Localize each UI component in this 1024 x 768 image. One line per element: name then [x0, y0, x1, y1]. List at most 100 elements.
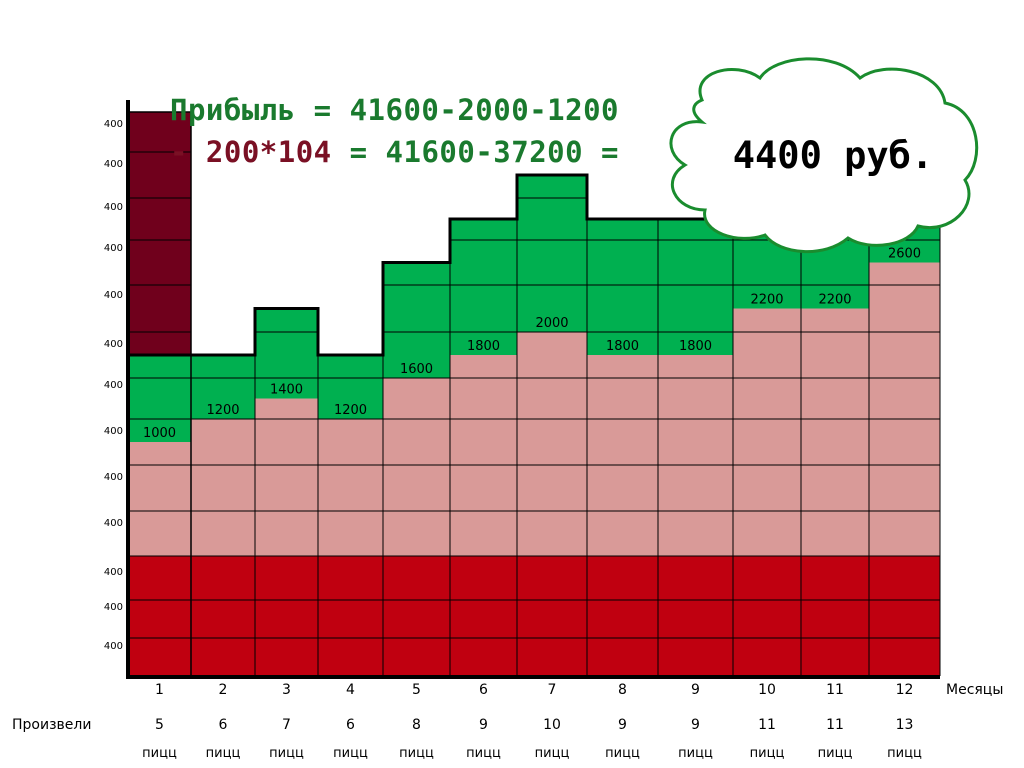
cloud-layer: 4400 руб. — [669, 57, 979, 254]
fixed-cost-bar — [318, 556, 383, 676]
pizza-count: 8 — [412, 717, 421, 733]
variable-cost-bar — [517, 332, 587, 556]
value-label: 1800 — [467, 339, 500, 354]
result-text: 4400 руб. — [733, 134, 933, 177]
profit-bar — [383, 262, 450, 378]
variable-cost-bar — [587, 355, 658, 556]
profit-bar — [658, 219, 733, 355]
variable-cost-bar — [318, 419, 383, 556]
formula-line-1-text: Прибыль = 41600-2000-1200 — [170, 93, 619, 127]
y-tick-label: 400 — [104, 380, 123, 391]
pizza-count: 5 — [155, 717, 164, 733]
profit-bar — [587, 219, 658, 355]
variable-cost-bar — [450, 355, 517, 556]
y-tick-label: 400 — [104, 339, 123, 350]
pizza-unit-label: пицц — [535, 746, 570, 761]
pizza-unit-label: пицц — [818, 746, 853, 761]
value-label: 1800 — [606, 339, 639, 354]
fixed-cost-bar — [658, 556, 733, 676]
pizza-unit-label: пицц — [206, 746, 241, 761]
x-tick-label: 4 — [346, 682, 355, 698]
value-label: 1200 — [206, 403, 239, 418]
pizza-unit-label: пицц — [678, 746, 713, 761]
fixed-cost-bar — [801, 556, 869, 676]
fixed-cost-bar — [450, 556, 517, 676]
variable-cost-bar — [128, 442, 191, 556]
variable-cost-bar — [191, 419, 255, 556]
pizza-count: 11 — [758, 717, 776, 733]
bars-layer — [128, 112, 940, 676]
x-tick-label: 6 — [479, 682, 488, 698]
pizza-unit-label: пицц — [750, 746, 785, 761]
variable-cost-bar — [869, 262, 940, 556]
fixed-cost-bar — [517, 556, 587, 676]
fixed-cost-bar — [255, 556, 318, 676]
profit-bar — [318, 355, 383, 419]
pizza-count: 10 — [543, 717, 561, 733]
formula-line-2-op: - 200*104 — [170, 135, 332, 169]
variable-cost-bar — [255, 398, 318, 556]
y-tick-label: 400 — [104, 518, 123, 529]
pizza-unit-label: пицц — [269, 746, 304, 761]
value-label: 1600 — [400, 362, 433, 377]
x-tick-label: 1 — [155, 682, 164, 698]
y-tick-label: 400 — [104, 567, 123, 578]
x-tick-label: 3 — [282, 682, 291, 698]
fixed-cost-bar — [191, 556, 255, 676]
value-label: 2000 — [535, 316, 568, 331]
pizza-count: 6 — [219, 717, 228, 733]
profit-bar — [128, 355, 191, 442]
x-tick-label: 2 — [219, 682, 228, 698]
value-label: 1800 — [679, 339, 712, 354]
profit-bar — [517, 175, 587, 332]
production-label: Произвели — [12, 717, 91, 733]
fixed-cost-bar — [383, 556, 450, 676]
x-tick-label: 12 — [896, 682, 914, 698]
pizza-unit-label: пицц — [333, 746, 368, 761]
x-tick-label: 11 — [826, 682, 844, 698]
y-tick-label: 400 — [104, 159, 123, 170]
x-tick-label: 10 — [758, 682, 776, 698]
variable-cost-bar — [801, 308, 869, 556]
y-tick-label: 400 — [104, 426, 123, 437]
pizza-count: 9 — [691, 717, 700, 733]
variable-cost-bar — [383, 378, 450, 556]
x-tick-label: 9 — [691, 682, 700, 698]
labels-layer: 1000 1200 1400 1200 1600 1800 2000 1800 1800 2200… — [143, 247, 921, 442]
fixed-cost-bar — [733, 556, 801, 676]
pizza-count: 11 — [826, 717, 844, 733]
fixed-cost-bar — [128, 556, 191, 676]
profit-bar — [191, 355, 255, 419]
formula-line-1: Прибыль = 41600-2000-1200 — [170, 93, 619, 127]
pizza-unit-label: пицц — [887, 746, 922, 761]
value-label: 2200 — [818, 293, 851, 308]
formula-line-2-eq: = 41600-37200 = — [331, 135, 619, 169]
x-axis-label: Месяцы — [946, 682, 1003, 698]
result-cloud — [669, 57, 979, 254]
pizza-unit-label: пицц — [142, 746, 177, 761]
pizza-count: 7 — [282, 717, 291, 733]
pizza-count: 9 — [479, 717, 488, 733]
value-label: 1000 — [143, 426, 176, 441]
pizza-count: 9 — [618, 717, 627, 733]
x-tick-label: 7 — [548, 682, 557, 698]
formula-line-2: - 200*104 = 41600-37200 = — [170, 135, 619, 169]
y-tick-label: 400 — [104, 641, 123, 652]
x-tick-label: 5 — [412, 682, 421, 698]
y-tick-label: 400 — [104, 472, 123, 483]
x-tick-label: 8 — [618, 682, 627, 698]
value-label: 1400 — [270, 383, 303, 398]
y-tick-label: 400 — [104, 290, 123, 301]
y-tick-label: 400 — [104, 243, 123, 254]
pizza-unit-label: пицц — [466, 746, 501, 761]
y-tick-label: 400 — [104, 202, 123, 213]
pizza-count: 13 — [896, 717, 914, 733]
y-tick-label: 400 — [104, 602, 123, 613]
fixed-cost-bar — [587, 556, 658, 676]
axis-layer: 400 400 400 400 400 400 400 400 400 400 400 400 400 1… — [12, 100, 1003, 761]
value-label: 1200 — [334, 403, 367, 418]
y-tick-label: 400 — [104, 119, 123, 130]
profit-bar — [255, 308, 318, 399]
fixed-cost-bar — [869, 556, 940, 676]
